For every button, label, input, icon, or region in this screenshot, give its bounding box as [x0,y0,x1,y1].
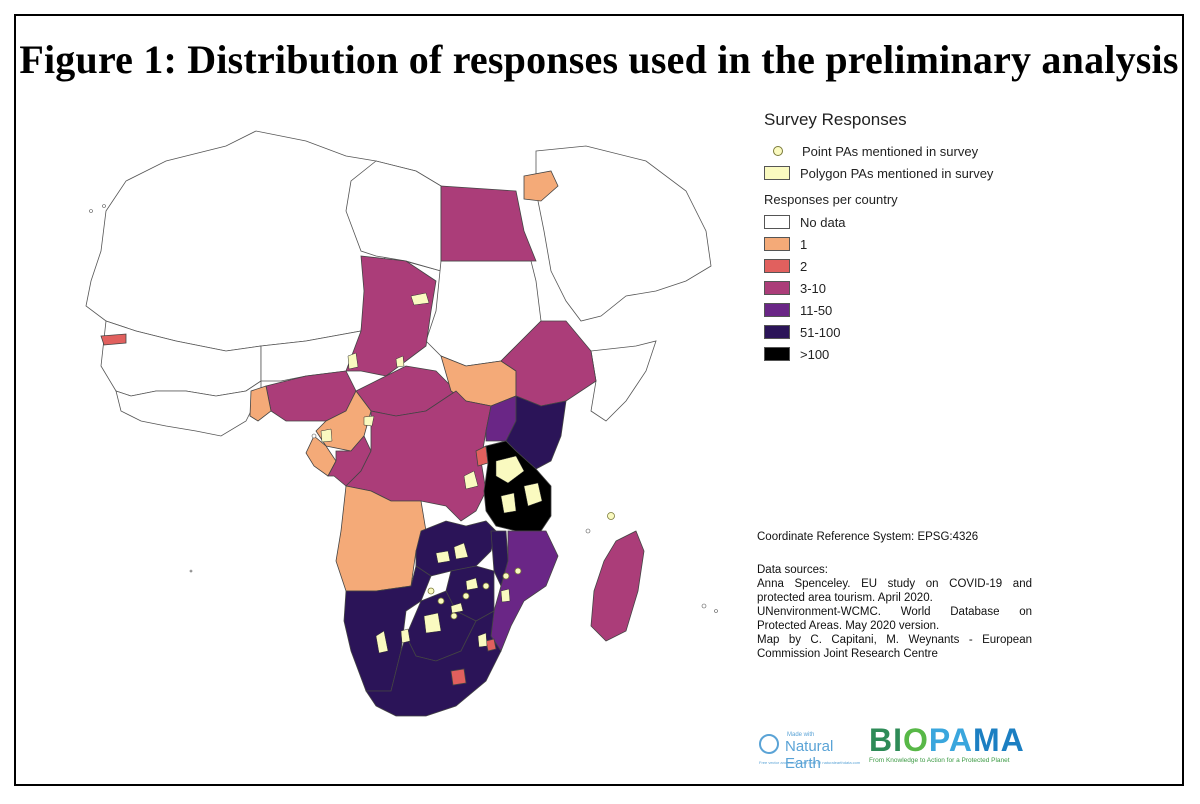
class-label: No data [800,214,846,230]
class-swatch [764,237,790,251]
crs-note: Coordinate Reference System: EPSG:4326 [757,531,979,543]
class-label: 2 [800,258,808,274]
country-mozambique [490,530,559,652]
class-label: 51-100 [800,324,841,340]
sources-heading: Data sources: [757,564,828,576]
pa-polygon [400,628,411,644]
country-angola [335,485,427,592]
pa-point [437,597,445,605]
island [701,603,707,609]
class-label: 3-10 [800,280,827,296]
pa-point-swatch [773,146,783,156]
legend-row-class: 51-100 [764,321,1064,343]
country-madagascar [590,530,645,642]
pa-point [502,572,510,580]
logos: Made with Natural Earth Free vector and … [759,722,1029,772]
class-swatch [764,325,790,339]
pa-point [450,612,458,620]
legend-row-points: Point PAs mentioned in survey [764,140,1064,162]
ne-tagline: Free vector and raster map data @ natura… [759,760,861,765]
class-label: 11-50 [800,302,833,318]
pa-polygon [500,492,517,514]
pa-point [482,582,490,590]
country-no-data-somalia [590,340,657,422]
pa-polygon [363,415,375,427]
natural-earth-logo: Made with Natural Earth Free vector and … [759,732,861,772]
figure-frame: Figure 1: Distribution of responses used… [14,14,1184,786]
legend-label-points: Point PAs mentioned in survey [802,143,979,159]
class-label: >100 [800,346,830,362]
pa-polygon [450,602,464,614]
africa-map [85,130,718,717]
island [89,209,93,213]
pa-polygon [523,482,543,507]
pa-point [514,567,522,575]
legend-row-class: >100 [764,343,1064,365]
pa-polygon [453,542,469,560]
pa-point [607,512,615,520]
pa-point [427,587,435,595]
country-jordan [523,170,559,202]
country-no-data-arabia [535,145,712,322]
pa-point [462,592,470,600]
island [102,204,106,208]
island [714,609,718,613]
legend-row-polygons: Polygon PAs mentioned in survey [764,162,1064,184]
pa-polygon [465,577,479,591]
biopama-wordmark: BIOPAMA [869,722,1025,758]
country-eswatini [485,638,497,652]
legend-row-class: 2 [764,255,1064,277]
island [585,528,591,534]
source-spenceley: Anna Spenceley. EU study on COVID-19 and… [757,578,1032,604]
legend-row-class: No data [764,211,1064,233]
country-namibia [343,565,432,692]
pa-polygon [423,612,442,634]
data-sources: Data sources: Anna Spenceley. EU study o… [757,563,1032,661]
class-swatch [764,347,790,361]
country-kenya [505,395,567,470]
class-swatch [764,259,790,273]
country-egypt [440,185,537,262]
ne-made-with: Made with [787,732,815,738]
pa-polygon [410,292,430,306]
legend-per-country-heading: Responses per country [764,192,898,207]
country-lesotho [450,668,467,686]
island [189,569,193,573]
pa-polygon [320,428,333,443]
source-wdpa: UNenvironment-WCMC. World Database on Pr… [757,606,1032,632]
figure-title: Figure 1: Distribution of responses used… [19,37,1179,82]
pa-polygon [463,470,479,490]
class-label: 1 [800,236,808,252]
country-chad [345,255,437,377]
ne-name: Natural Earth [785,738,834,772]
country-gambia [100,333,127,346]
pa-polygon [495,455,525,484]
country-ethiopia [500,320,597,407]
class-swatch [764,281,790,295]
class-swatch [764,215,790,229]
island [311,433,317,439]
biopama-logo: BIOPAMA From Knowledge to Action for a P… [869,722,1025,764]
class-swatch [764,303,790,317]
pa-polygon [500,588,511,603]
map-legend: Survey Responses Point PAs mentioned in … [764,110,1064,365]
map-credit: Map by C. Capitani, M. Weynants - Europe… [757,634,1032,660]
pa-polygon [477,632,488,648]
biopama-tagline: From Knowledge to Action for a Protected… [869,757,1010,764]
pa-polygon [375,630,389,654]
legend-row-class: 11-50 [764,299,1064,321]
pa-polygon [435,550,451,564]
country-no-data-libya [345,160,442,272]
pa-polygon [395,355,405,368]
legend-heading: Survey Responses [764,110,907,129]
pa-polygon [347,352,359,370]
legend-label-polygons: Polygon PAs mentioned in survey [800,165,994,181]
pa-polygon-swatch [764,166,790,180]
legend-row-class: 1 [764,233,1064,255]
country-benin [249,385,272,422]
legend-row-class: 3-10 [764,277,1064,299]
globe-icon [759,734,779,754]
